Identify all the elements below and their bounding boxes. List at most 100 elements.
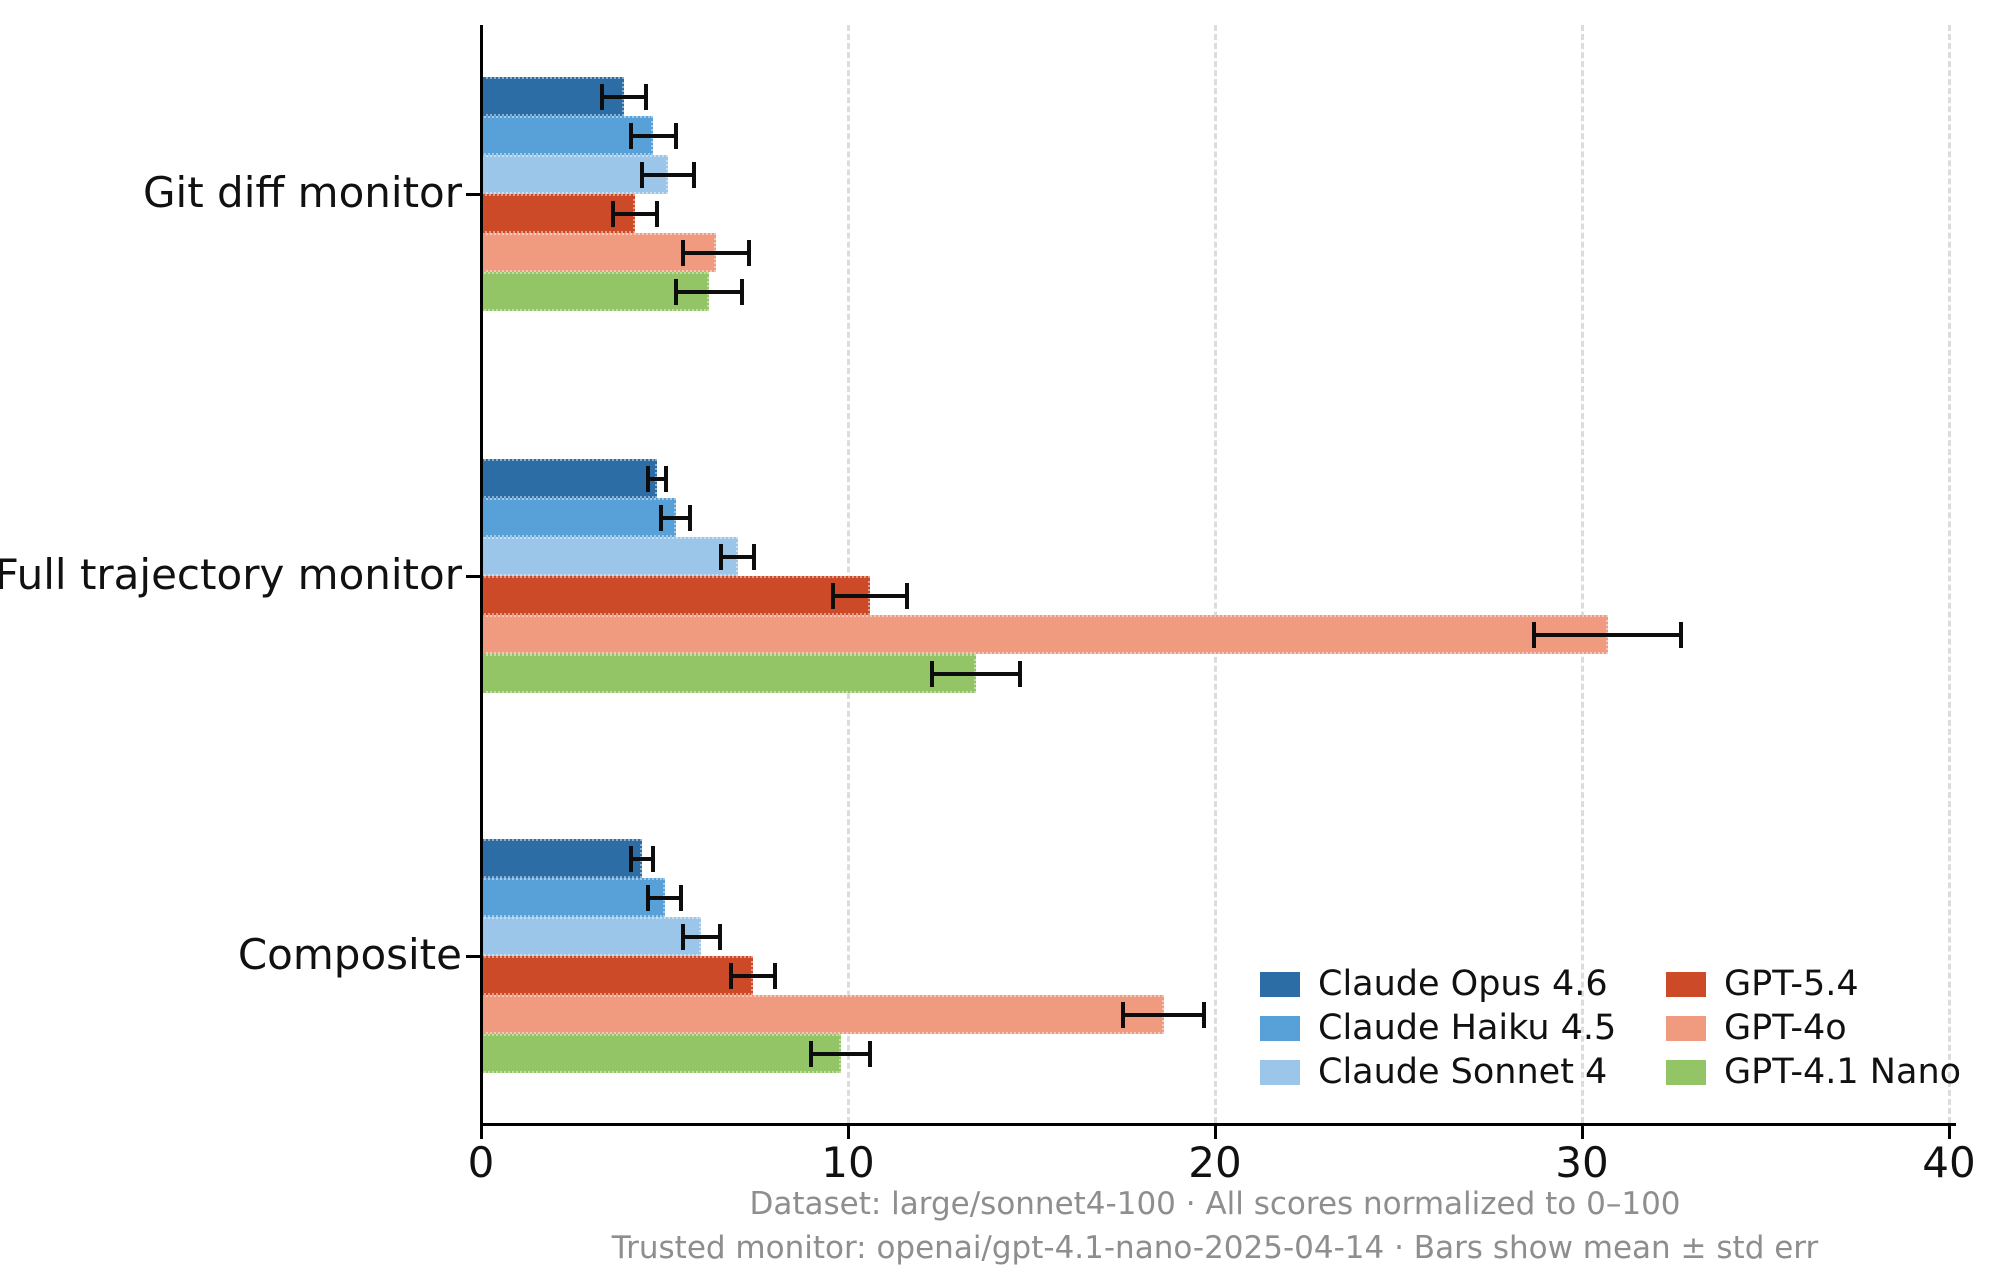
x-tick-0 bbox=[479, 1123, 483, 1139]
x-axis-spine bbox=[479, 1123, 1956, 1126]
legend-swatch-claude-haiku-4-5 bbox=[1260, 1015, 1300, 1041]
y-axis-spine bbox=[479, 25, 483, 1123]
error-cap-low bbox=[1121, 1001, 1126, 1028]
error-bar-claude-sonnet-4-git-diff-monitor bbox=[642, 172, 694, 177]
x-tick-label-10: 10 bbox=[821, 1138, 875, 1187]
legend-swatch-claude-sonnet-4 bbox=[1260, 1059, 1300, 1085]
error-cap-high bbox=[679, 884, 683, 911]
error-bar-gpt-4-1-nano-full-trajectory-monitor bbox=[932, 671, 1021, 676]
error-bar-gpt-5-4-composite bbox=[730, 973, 775, 978]
error-bar-gpt-5-4-git-diff-monitor bbox=[613, 211, 658, 216]
error-bar-gpt-4o-full-trajectory-monitor bbox=[1534, 632, 1682, 637]
error-cap-low bbox=[1532, 621, 1537, 648]
bar-claude-opus-4-6-composite bbox=[481, 839, 643, 878]
bar-claude-haiku-4-5-composite bbox=[481, 878, 665, 917]
error-cap-high bbox=[691, 161, 696, 188]
legend-label-gpt-5-4: GPT-5.4 bbox=[1724, 964, 1859, 1004]
error-cap-high bbox=[739, 278, 744, 305]
x-tick-10 bbox=[846, 1123, 850, 1139]
error-cap-high bbox=[1201, 1001, 1206, 1028]
legend-label-claude-opus-4-6: Claude Opus 4.6 bbox=[1318, 964, 1608, 1004]
error-bar-gpt-4-1-nano-git-diff-monitor bbox=[675, 289, 742, 294]
error-bar-gpt-4o-git-diff-monitor bbox=[682, 250, 749, 255]
legend-column-claude: Claude Opus 4.6 Claude Haiku 4.5 Claude So… bbox=[1260, 962, 1616, 1094]
error-cap-low bbox=[719, 543, 724, 570]
bar-gpt-4o-composite bbox=[481, 995, 1164, 1034]
error-cap-high bbox=[664, 465, 669, 492]
x-tick-label-40: 40 bbox=[1922, 1138, 1976, 1187]
error-cap-high bbox=[868, 1040, 873, 1067]
category-label-composite: Composite bbox=[237, 930, 462, 980]
gridline-20 bbox=[1213, 25, 1217, 1123]
bar-gpt-4o-full-trajectory-monitor bbox=[481, 615, 1608, 654]
bar-claude-haiku-4-5-git-diff-monitor bbox=[481, 116, 654, 155]
error-bar-claude-opus-4-6-full-trajectory-monitor bbox=[647, 476, 667, 481]
error-cap-low bbox=[600, 83, 605, 110]
bar-gpt-4-1-nano-full-trajectory-monitor bbox=[481, 654, 977, 693]
error-cap-low bbox=[728, 962, 733, 989]
bar-claude-sonnet-4-git-diff-monitor bbox=[481, 155, 669, 194]
error-bar-claude-opus-4-6-git-diff-monitor bbox=[602, 94, 647, 99]
x-tick-30 bbox=[1580, 1123, 1584, 1139]
footnote-dataset: Dataset: large/sonnet4-100 · All scores … bbox=[749, 1186, 1681, 1222]
error-cap-low bbox=[673, 278, 678, 305]
error-cap-low bbox=[809, 1040, 814, 1067]
bar-claude-haiku-4-5-full-trajectory-monitor bbox=[481, 498, 676, 537]
category-label-full-trajectory-monitor: Full trajectory monitor bbox=[0, 550, 462, 600]
legend-swatch-gpt-4o bbox=[1666, 1015, 1706, 1041]
legend-item-gpt-4-1-nano: GPT-4.1 Nano bbox=[1666, 1050, 1961, 1094]
error-cap-high bbox=[904, 582, 909, 609]
error-cap-low bbox=[611, 200, 616, 227]
bar-claude-sonnet-4-full-trajectory-monitor bbox=[481, 537, 738, 576]
error-bar-claude-haiku-4-5-composite bbox=[647, 895, 681, 900]
legend-item-claude-sonnet-4: Claude Sonnet 4 bbox=[1260, 1050, 1616, 1094]
y-tick-full-trajectory-monitor bbox=[466, 574, 480, 578]
error-cap-low bbox=[930, 660, 935, 687]
bar-claude-opus-4-6-full-trajectory-monitor bbox=[481, 459, 658, 498]
error-cap-high bbox=[651, 845, 656, 872]
legend-swatch-claude-opus-4-6 bbox=[1260, 971, 1300, 997]
legend-item-gpt-5-4: GPT-5.4 bbox=[1666, 962, 1961, 1006]
legend-column-gpt: GPT-5.4 GPT-4o GPT-4.1 Nano bbox=[1666, 962, 1961, 1094]
error-cap-high bbox=[688, 504, 693, 531]
legend-swatch-gpt-4-1-nano bbox=[1666, 1059, 1706, 1085]
error-bar-claude-opus-4-6-composite bbox=[631, 856, 654, 861]
legend-label-claude-sonnet-4: Claude Sonnet 4 bbox=[1318, 1052, 1608, 1092]
x-tick-label-30: 30 bbox=[1555, 1138, 1609, 1187]
error-cap-low bbox=[680, 923, 685, 950]
error-cap-low bbox=[658, 504, 663, 531]
error-cap-low bbox=[645, 884, 650, 911]
x-tick-label-20: 20 bbox=[1188, 1138, 1242, 1187]
error-cap-high bbox=[1018, 660, 1023, 687]
error-bar-claude-sonnet-4-full-trajectory-monitor bbox=[721, 554, 755, 559]
error-bar-gpt-5-4-full-trajectory-monitor bbox=[833, 593, 907, 598]
error-cap-low bbox=[629, 845, 634, 872]
gridline-30 bbox=[1580, 25, 1584, 1123]
error-cap-high bbox=[746, 239, 751, 266]
error-bar-claude-sonnet-4-composite bbox=[682, 934, 720, 939]
error-bar-claude-haiku-4-5-full-trajectory-monitor bbox=[660, 515, 691, 520]
error-cap-high bbox=[644, 83, 649, 110]
error-cap-high bbox=[772, 962, 777, 989]
error-cap-high bbox=[655, 200, 660, 227]
error-cap-low bbox=[645, 465, 650, 492]
x-tick-label-0: 0 bbox=[467, 1138, 495, 1187]
y-tick-git-diff-monitor bbox=[466, 192, 480, 196]
legend-label-claude-haiku-4-5: Claude Haiku 4.5 bbox=[1318, 1008, 1617, 1048]
legend-label-gpt-4o: GPT-4o bbox=[1724, 1008, 1847, 1048]
gridline-10 bbox=[846, 25, 850, 1123]
gridline-40 bbox=[1947, 25, 1951, 1123]
legend-label-gpt-4-1-nano: GPT-4.1 Nano bbox=[1724, 1052, 1962, 1092]
legend-item-claude-haiku-4-5: Claude Haiku 4.5 bbox=[1260, 1006, 1616, 1050]
bar-gpt-4-1-nano-composite bbox=[481, 1034, 841, 1073]
bar-claude-sonnet-4-composite bbox=[481, 917, 702, 956]
legend-item-gpt-4o: GPT-4o bbox=[1666, 1006, 1961, 1050]
error-bar-gpt-4-1-nano-composite bbox=[811, 1051, 871, 1056]
bar-gpt-5-4-composite bbox=[481, 956, 753, 995]
bar-gpt-4o-git-diff-monitor bbox=[481, 233, 716, 272]
error-cap-high bbox=[717, 923, 722, 950]
error-cap-high bbox=[673, 122, 678, 149]
x-tick-20 bbox=[1213, 1123, 1217, 1139]
error-cap-high bbox=[1679, 621, 1684, 648]
